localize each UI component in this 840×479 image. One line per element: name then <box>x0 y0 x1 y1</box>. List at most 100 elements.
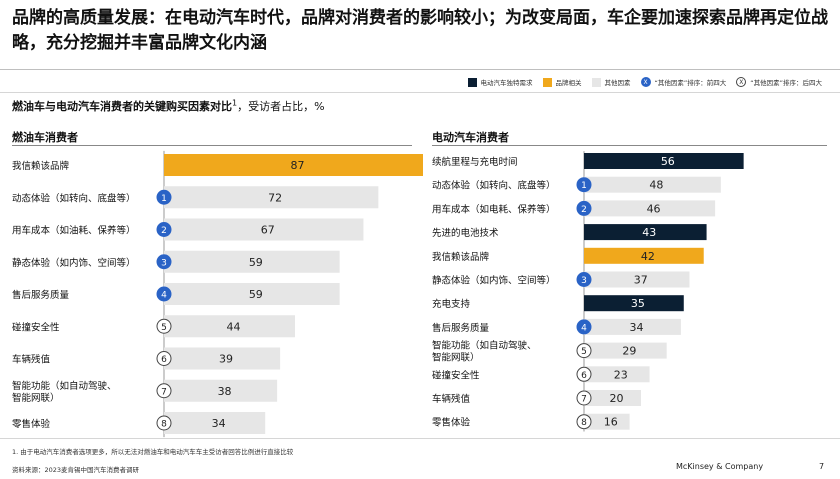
bar-ev-5 <box>584 271 690 288</box>
rank-number-ice-5: 5 <box>161 323 167 333</box>
rank-badge-ice-1 <box>156 189 172 205</box>
bar-ice-0 <box>164 154 423 176</box>
divider-legend <box>0 92 840 93</box>
rank-number-ice-7: 7 <box>161 387 167 397</box>
data-label-ice-0: 87 <box>291 159 305 172</box>
data-label-ice-7: 38 <box>218 385 232 398</box>
bar-ev-0 <box>584 153 744 169</box>
category-label-ev-6: 充电支持 <box>432 298 471 310</box>
category-label-line: 充电支持 <box>432 298 471 310</box>
bar-ice-3 <box>164 250 340 273</box>
category-label-line: 静态体验（如内饰、空间等） <box>12 257 136 269</box>
legend-label-rank-top: “其他因素”排序：前四大 <box>654 79 727 87</box>
category-label-line: 智能功能（如自动驾驶、 <box>12 380 117 392</box>
data-label-ev-1: 48 <box>649 179 663 192</box>
legend-label-brand: 品牌相关 <box>555 79 582 87</box>
divider-top <box>0 69 840 70</box>
rank-badge-ice-8 <box>156 415 172 431</box>
category-label-line: 智能功能（如自动驾驶、 <box>432 340 537 352</box>
rank-number-ev-8: 5 <box>581 347 587 357</box>
category-label-ice-5: 碰撞安全性 <box>12 321 60 333</box>
rank-number-ev-10: 7 <box>581 395 587 405</box>
bar-ev-10 <box>584 390 642 406</box>
rank-number-ev-2: 2 <box>581 205 587 215</box>
category-label-ice-0: 我信赖该品牌 <box>12 160 70 172</box>
data-label-ice-1: 72 <box>268 191 282 204</box>
bar-ice-8 <box>164 412 266 434</box>
rank-number-ice-1: 1 <box>161 194 167 204</box>
bar-ev-3 <box>584 224 707 241</box>
rank-badge-ev-7 <box>576 319 592 335</box>
category-label-line: 车辆残值 <box>12 354 51 366</box>
category-label-line: 续航里程与充电时间 <box>432 156 518 168</box>
data-label-ice-3: 59 <box>249 256 263 269</box>
rank-number-ice-4: 4 <box>161 291 167 301</box>
brand-name: McKinsey & Company <box>676 462 764 471</box>
rank-badge-ev-1 <box>576 177 592 193</box>
category-label-ice-3: 静态体验（如内饰、空间等） <box>12 257 136 269</box>
category-label-line: 我信赖该品牌 <box>432 251 490 263</box>
data-label-ev-11: 16 <box>604 416 618 429</box>
bar-ev-9 <box>584 366 650 383</box>
legend: 电动汽车独特需求 品牌相关 其他因素 X “其他因素”排序：前四大 X “其他因… <box>467 77 822 87</box>
rank-number-ice-6: 6 <box>161 355 167 365</box>
legend-label-rank-rest: “其他因素”排序：后四大 <box>750 79 822 87</box>
bar-ev-8 <box>584 342 667 359</box>
data-label-ice-2: 67 <box>261 224 275 237</box>
category-label-line: 先进的电池技术 <box>432 227 499 239</box>
panel-title-ev: 电动汽车消费者 <box>432 131 509 144</box>
category-label-ev-7: 售后服务质量 <box>432 322 490 334</box>
rank-badge-ice-7 <box>156 383 172 399</box>
legend-item-rank-top: X “其他因素”排序：前四大 <box>640 77 727 87</box>
category-label-ev-0: 续航里程与充电时间 <box>432 156 518 168</box>
legend-item-ev: 电动汽车独特需求 <box>467 77 533 87</box>
legend-item-brand: 品牌相关 <box>542 77 582 87</box>
rank-badge-ice-4 <box>156 286 172 302</box>
category-label-line: 动态体验（如转向、底盘等） <box>432 180 556 192</box>
legend-swatch-other <box>591 77 601 87</box>
panel-title-ice: 燃油车消费者 <box>12 131 78 144</box>
category-label-line: 碰撞安全性 <box>432 369 480 381</box>
data-label-ice-8: 34 <box>212 417 226 430</box>
bar-ev-2 <box>584 200 716 217</box>
category-label-line: 车辆残值 <box>432 393 471 405</box>
data-label-ice-6: 39 <box>219 353 233 366</box>
source-note: 资料来源：2023麦肯锡中国汽车消费者调研 <box>12 466 140 474</box>
bar-ice-7 <box>164 379 278 402</box>
rank-number-ev-5: 3 <box>581 276 587 286</box>
subtitle-rest: ，受访者占比，% <box>237 100 325 113</box>
data-label-ev-10: 20 <box>610 392 624 405</box>
divider-bottom <box>0 438 840 439</box>
rank-badge-ice-6 <box>156 351 172 366</box>
category-label-line: 静态体验（如内饰、空间等） <box>432 275 556 287</box>
subtitle-footnote-mark: 1 <box>232 98 238 108</box>
category-label-ice-7: 智能功能（如自动驾驶、智能网联） <box>12 380 117 404</box>
category-label-ev-1: 动态体验（如转向、底盘等） <box>432 180 556 192</box>
category-label-line: 零售体验 <box>432 417 471 429</box>
category-label-line: 我信赖该品牌 <box>12 160 70 172</box>
panel-underline-ev <box>432 145 827 146</box>
subtitle-bold: 燃油车与电动汽车消费者的关键购买因素对比 <box>12 100 232 113</box>
rank-rest-icon: X <box>736 77 747 87</box>
legend-label-other: 其他因素 <box>604 79 631 87</box>
category-label-ev-4: 我信赖该品牌 <box>432 251 490 263</box>
footnote: 1. 由于电动汽车消费者选项更多，所以无法对燃油车和电动汽车车主受访者回答比例进… <box>12 448 294 456</box>
legend-swatch-brand <box>542 77 552 87</box>
chart-subtitle: 燃油车与电动汽车消费者的关键购买因素对比1，受访者占比，% <box>12 98 325 114</box>
category-label-ice-1: 动态体验（如转向、底盘等） <box>12 192 136 204</box>
data-label-ev-9: 23 <box>614 368 628 381</box>
bar-ev-1 <box>584 176 721 193</box>
legend-item-other: 其他因素 <box>591 77 631 87</box>
category-label-line: 智能网联） <box>12 392 60 404</box>
rank-number-ev-11: 8 <box>581 418 587 428</box>
rank-badge-ev-5 <box>576 272 592 287</box>
rank-badge-ice-3 <box>156 254 172 270</box>
panel-underline-ice <box>12 145 412 146</box>
bar-ice-5 <box>164 315 295 338</box>
category-label-ev-11: 零售体验 <box>432 417 471 429</box>
data-label-ev-2: 46 <box>647 202 661 215</box>
bar-ice-4 <box>164 283 340 305</box>
bar-ev-11 <box>584 413 630 430</box>
rank-number-ice-8: 8 <box>161 420 167 430</box>
rank-number-ice-3: 3 <box>161 258 167 268</box>
